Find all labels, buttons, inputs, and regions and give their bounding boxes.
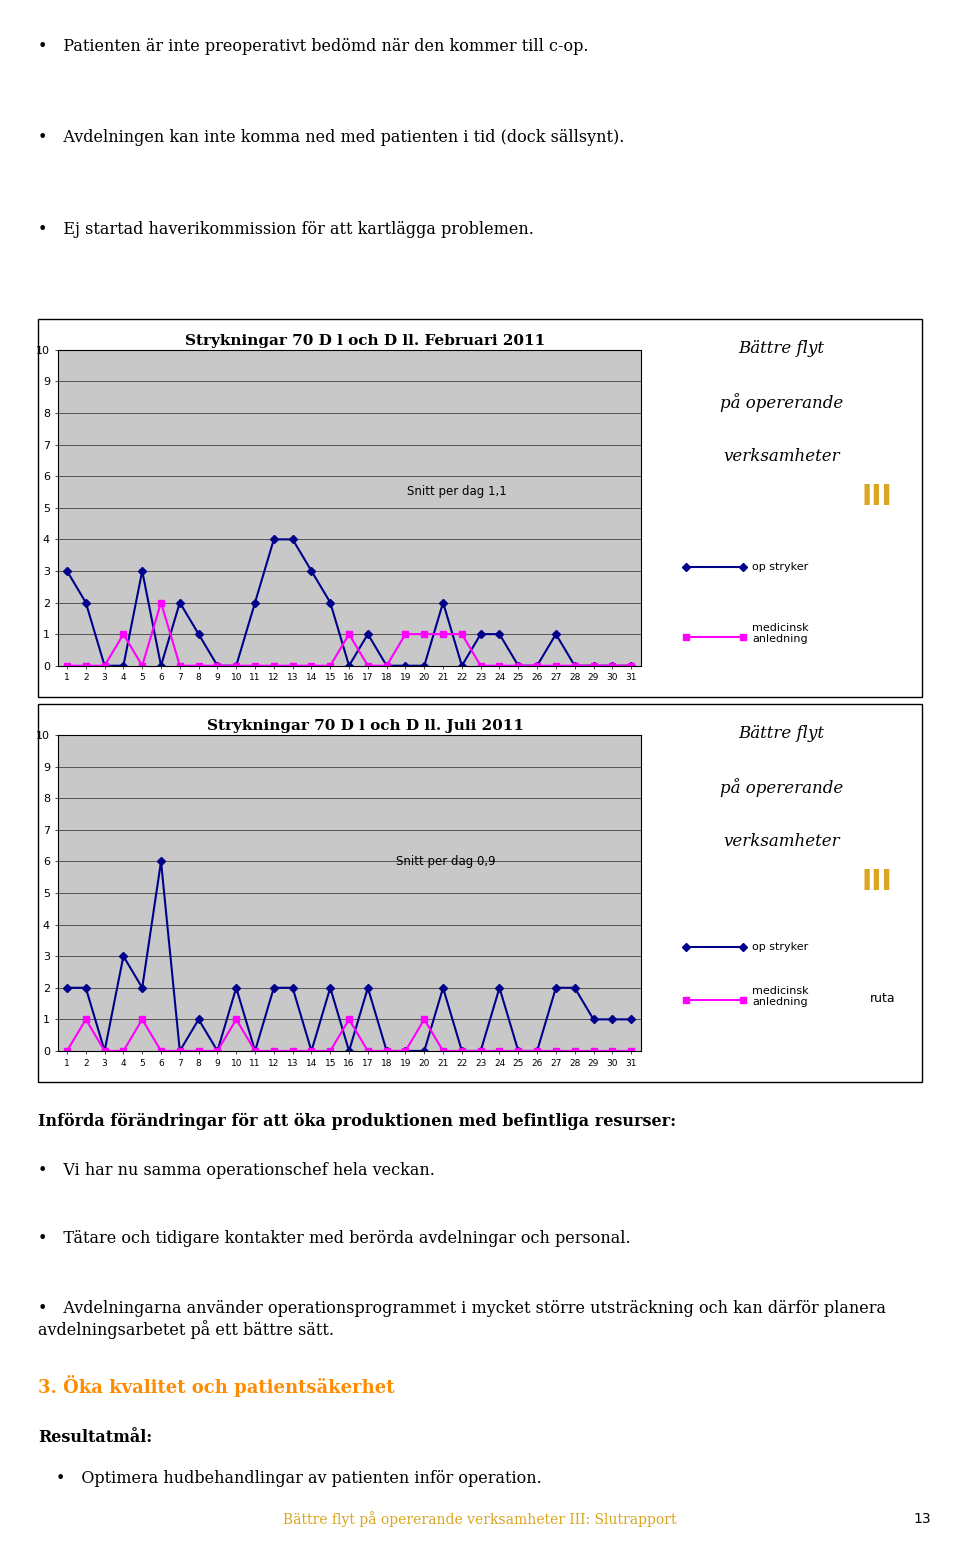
- Text: Snitt per dag 0,9: Snitt per dag 0,9: [396, 855, 495, 868]
- Text: medicinsk
anledning: medicinsk anledning: [753, 986, 809, 1008]
- Text: op stryker: op stryker: [753, 562, 808, 572]
- Text: på opererande: på opererande: [720, 778, 843, 797]
- Text: op stryker: op stryker: [753, 942, 808, 952]
- Text: verksamheter: verksamheter: [723, 448, 840, 465]
- Text: på opererande: på opererande: [720, 393, 843, 411]
- Text: Strykningar 70 D l och D ll. Juli 2011: Strykningar 70 D l och D ll. Juli 2011: [206, 720, 524, 734]
- Text: Bättre flyt: Bättre flyt: [738, 341, 825, 358]
- Text: • Patienten är inte preoperativt bedömd när den kommer till c-op.: • Patienten är inte preoperativt bedömd …: [38, 39, 588, 55]
- FancyBboxPatch shape: [38, 319, 922, 697]
- Text: • Optimera hudbehandlingar av patienten inför operation.: • Optimera hudbehandlingar av patienten …: [56, 1470, 541, 1487]
- Text: Resultatmål:: Resultatmål:: [38, 1429, 153, 1445]
- Text: ruta: ruta: [870, 992, 895, 1005]
- Text: • Vi har nu samma operationschef hela veckan.: • Vi har nu samma operationschef hela ve…: [38, 1162, 435, 1179]
- Text: • Avdelningen kan inte komma ned med patienten i tid (dock sällsynt).: • Avdelningen kan inte komma ned med pat…: [38, 129, 625, 146]
- Text: III: III: [862, 868, 893, 897]
- Text: medicinsk
anledning: medicinsk anledning: [753, 623, 809, 644]
- Text: • Tätare och tidigare kontakter med berörda avdelningar och personal.: • Tätare och tidigare kontakter med berö…: [38, 1230, 631, 1247]
- FancyBboxPatch shape: [38, 704, 922, 1082]
- Text: verksamheter: verksamheter: [723, 834, 840, 851]
- Text: Införda förändringar för att öka produktionen med befintliga resurser:: Införda förändringar för att öka produkt…: [38, 1113, 677, 1130]
- Text: III: III: [862, 482, 893, 512]
- Text: Strykningar 70 D l och D ll. Februari 2011: Strykningar 70 D l och D ll. Februari 20…: [185, 334, 545, 348]
- Text: • Avdelningarna använder operationsprogrammet i mycket större utsträckning och k: • Avdelningarna använder operationsprogr…: [38, 1301, 886, 1339]
- Text: 3. Öka kvalitet och patientsäkerhet: 3. Öka kvalitet och patientsäkerhet: [38, 1376, 395, 1398]
- Text: Snitt per dag 1,1: Snitt per dag 1,1: [407, 485, 507, 498]
- Text: Bättre flyt: Bättre flyt: [738, 726, 825, 743]
- Text: • Ej startad haverikommission för att kartlägga problemen.: • Ej startad haverikommission för att ka…: [38, 220, 535, 237]
- Text: Bättre flyt på opererande verksamheter III: Slutrapport: Bättre flyt på opererande verksamheter I…: [283, 1512, 677, 1527]
- Text: 13: 13: [914, 1512, 931, 1527]
